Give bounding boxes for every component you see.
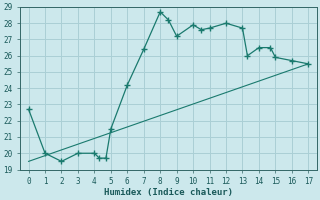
X-axis label: Humidex (Indice chaleur): Humidex (Indice chaleur) (104, 188, 233, 197)
